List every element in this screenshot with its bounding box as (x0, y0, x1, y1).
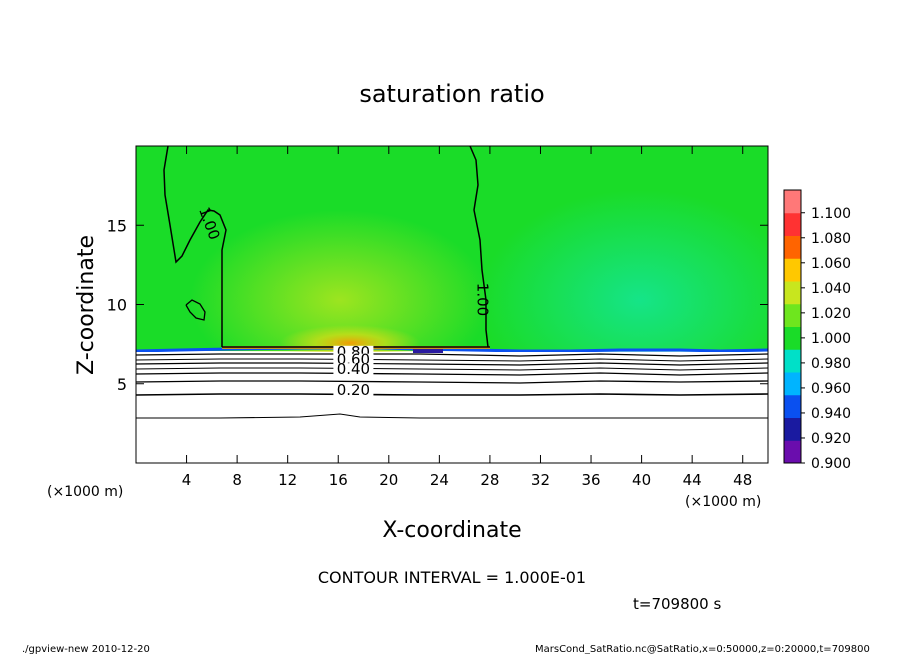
contour-0.30 (136, 380, 768, 384)
x-tick-label: 4 (182, 471, 192, 489)
contour-lines (136, 146, 768, 419)
colorbar-label: 0.940 (811, 406, 851, 422)
y-tick-label: 15 (107, 216, 127, 235)
colorbar-segment (784, 349, 801, 373)
contour-1.00-island (185, 299, 206, 321)
chart-title: saturation ratio (359, 80, 544, 108)
colorbar-label: 1.100 (811, 206, 851, 222)
x-tick-label: 40 (632, 471, 651, 489)
dry-region (136, 352, 768, 463)
contour-1.00-right (469, 146, 489, 348)
contour-label-bg (333, 383, 374, 398)
contour-label: 1.00 (473, 283, 491, 316)
colorbar-label: 0.980 (811, 356, 851, 372)
y-axis-ticks: 5 10 15 (107, 216, 768, 394)
contour-label: 0.40 (337, 360, 370, 378)
x-tick-label: 28 (480, 471, 499, 489)
colorbar-segment (784, 372, 801, 396)
contour-0.80 (136, 353, 768, 357)
colorbar-segment (784, 258, 801, 282)
y-tick-label: 5 (117, 375, 127, 394)
contour-label-bg (333, 363, 374, 378)
contour-0.50 (136, 367, 768, 371)
colorbar-segment (784, 394, 801, 418)
colorbar-label: 1.000 (811, 331, 851, 347)
colorbar-frame (783, 189, 802, 464)
colorbar-segment (784, 326, 801, 350)
x-tick-label: 24 (430, 471, 449, 489)
colorbar-label: 1.040 (811, 281, 851, 297)
colorbar-segment (784, 212, 801, 236)
x-axis-ticks: 4 8 12 16 20 24 28 32 36 40 44 48 (182, 146, 752, 489)
colorbar-segment (784, 235, 801, 259)
colorbar-label: 0.960 (811, 381, 851, 397)
time-label: t=709800 s (633, 595, 721, 613)
colorbar-segment (784, 440, 801, 464)
colorbar-label: 1.060 (811, 256, 851, 272)
contour-0.20 (136, 393, 768, 396)
colorbar-label: 0.900 (811, 456, 851, 472)
x-tick-label: 44 (683, 471, 702, 489)
contour-interval: CONTOUR INTERVAL = 1.000E-01 (318, 568, 586, 587)
x-tick-label: 32 (531, 471, 550, 489)
x-tick-label: 8 (232, 471, 242, 489)
colorbar: 0.900 0.920 0.940 0.960 0.980 1.000 1.020 1.040… (783, 189, 851, 472)
heatmap-field (136, 146, 768, 463)
contour-0.70 (136, 358, 768, 362)
x-axis-label: X-coordinate (382, 518, 521, 543)
dry-anomaly (413, 346, 443, 353)
contour-0.10 (136, 413, 768, 419)
footer-left: ./gpview-new 2010-12-20 (22, 644, 150, 654)
contour-0.40 (136, 372, 768, 376)
x-tick-label: 48 (733, 471, 752, 489)
contour-labels: 1.001.000.800.600.400.20 (195, 205, 491, 399)
x-unit-left: (×1000 m) (47, 484, 123, 500)
colorbar-label: 0.920 (811, 431, 851, 447)
contour-1.00-left (163, 146, 227, 347)
colorbar-segment (784, 190, 801, 214)
colorbar-label: 1.080 (811, 231, 851, 247)
y-tick-label: 10 (107, 296, 127, 315)
x-tick-label: 16 (329, 471, 348, 489)
colorbar-label: 1.020 (811, 306, 851, 322)
colorbar-segment (784, 281, 801, 305)
contour-label: 0.20 (337, 381, 370, 399)
colorbar-segment (784, 303, 801, 327)
x-tick-label: 36 (581, 471, 600, 489)
footer-right: MarsCond_SatRatio.nc@SatRatio,x=0:50000,… (535, 644, 870, 654)
x-tick-label: 20 (379, 471, 398, 489)
contour-0.60 (136, 362, 768, 366)
y-axis-label: Z-coordinate (74, 235, 99, 375)
x-unit-right: (×1000 m) (685, 494, 761, 510)
x-tick-label: 12 (278, 471, 297, 489)
colorbar-segment (784, 417, 801, 441)
